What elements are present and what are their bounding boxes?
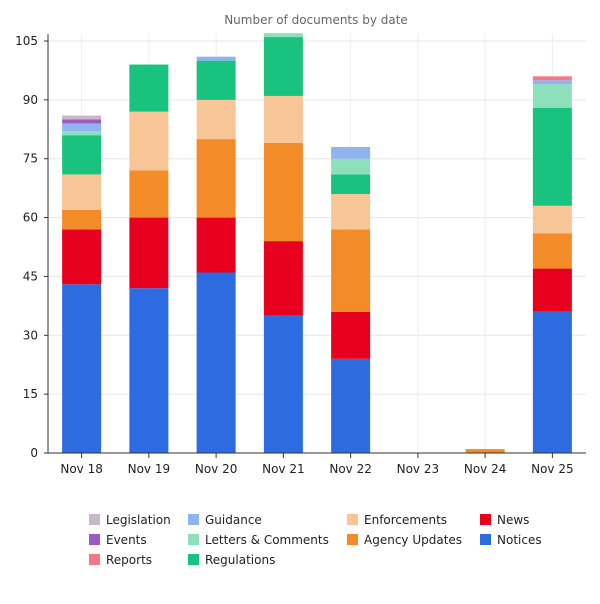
bar-segment-news [532, 268, 572, 312]
bar-segment-news [196, 217, 236, 273]
x-tick-label: Nov 24 [464, 462, 507, 476]
bar-segment-regulations [196, 60, 236, 100]
chart-title: Number of documents by date [224, 13, 408, 27]
y-tick-label: 105 [15, 34, 38, 48]
bar-segment-agency-updates [465, 449, 505, 453]
bar-segment-guidance [532, 80, 572, 85]
bar-segment-news [263, 241, 303, 316]
bar-segment-guidance [331, 146, 371, 159]
axes: 0 15 30 45 60 75 90 105 Nov 18 Nov 19 Nov 20 Nov 21… [15, 34, 586, 476]
bar-segment-reports [532, 76, 572, 81]
y-tick-label: 75 [23, 152, 38, 166]
legend-label-legislation: Legislation [106, 513, 171, 527]
bar-segment-enforcements [331, 194, 371, 230]
grid-lines [48, 34, 586, 453]
bar-segment-agency-updates [62, 209, 102, 230]
bar-segment-guidance [62, 123, 102, 132]
legend-swatch-enforcements [347, 514, 358, 525]
bar-segment-regulations [532, 107, 572, 206]
legend: Legislation Events Reports Guidance Letters … [89, 513, 542, 567]
bar-segment-guidance [196, 56, 236, 61]
legend-swatch-guidance [188, 514, 199, 525]
y-tick-label: 90 [23, 93, 38, 107]
bar-segment-regulations [62, 135, 102, 175]
bar-segment-agency-updates [532, 233, 572, 269]
x-tick-label: Nov 19 [128, 462, 171, 476]
x-tick-label: Nov 21 [262, 462, 305, 476]
bar-segment-notices [532, 311, 572, 453]
bar-segment-notices [129, 288, 169, 453]
bar-segment-letters-comments [331, 158, 371, 175]
legend-swatch-letters-comments [188, 534, 199, 545]
legend-swatch-agency-updates [347, 534, 358, 545]
bar-segment-news [62, 229, 102, 285]
x-tick-label: Nov 20 [195, 462, 238, 476]
bar-segment-regulations [129, 64, 169, 112]
y-tick-label: 15 [23, 387, 38, 401]
bar-segment-letters-comments [263, 33, 303, 38]
bar-segment-agency-updates [263, 143, 303, 242]
bar-segment-notices [331, 358, 371, 453]
bar-segment-enforcements [196, 99, 236, 140]
legend-label-letters-comments: Letters & Comments [205, 533, 329, 547]
y-tick-label: 45 [23, 269, 38, 283]
legend-swatch-notices [480, 534, 491, 545]
y-tick-label: 60 [23, 211, 38, 225]
y-tick-label: 0 [30, 446, 38, 460]
x-tick-label: Nov 25 [531, 462, 574, 476]
legend-label-guidance: Guidance [205, 513, 262, 527]
legend-swatch-news [480, 514, 491, 525]
bar-segment-agency-updates [196, 139, 236, 218]
bar-segment-notices [196, 272, 236, 453]
bar-segment-agency-updates [331, 229, 371, 312]
legend-swatch-reports [89, 554, 100, 565]
bar-segment-notices [263, 315, 303, 453]
x-tick-label: Nov 23 [397, 462, 440, 476]
legend-label-notices: Notices [497, 533, 542, 547]
bar-segment-letters-comments [62, 131, 102, 136]
legend-label-enforcements: Enforcements [364, 513, 447, 527]
bar-segment-enforcements [62, 174, 102, 210]
legend-label-events: Events [106, 533, 147, 547]
bar-segment-regulations [263, 37, 303, 96]
bar-segment-legislation [62, 115, 102, 120]
legend-label-reports: Reports [106, 553, 152, 567]
bar-segment-letters-comments [532, 84, 572, 108]
bar-segment-agency-updates [129, 170, 169, 218]
legend-label-agency-updates: Agency Updates [364, 533, 462, 547]
y-tick-label: 30 [23, 328, 38, 342]
legend-swatch-legislation [89, 514, 100, 525]
bar-segment-news [129, 217, 169, 289]
bars [62, 33, 572, 453]
x-tick-label: Nov 22 [329, 462, 372, 476]
legend-swatch-regulations [188, 554, 199, 565]
legend-label-news: News [497, 513, 529, 527]
bar-segment-regulations [331, 174, 371, 195]
bar-segment-enforcements [129, 111, 169, 171]
legend-swatch-events [89, 534, 100, 545]
x-tick-label: Nov 18 [60, 462, 103, 476]
bar-segment-events [62, 119, 102, 124]
bar-segment-enforcements [532, 205, 572, 234]
bar-segment-news [331, 311, 371, 359]
bar-segment-enforcements [263, 95, 303, 144]
legend-label-regulations: Regulations [205, 553, 275, 567]
bar-segment-notices [62, 284, 102, 453]
